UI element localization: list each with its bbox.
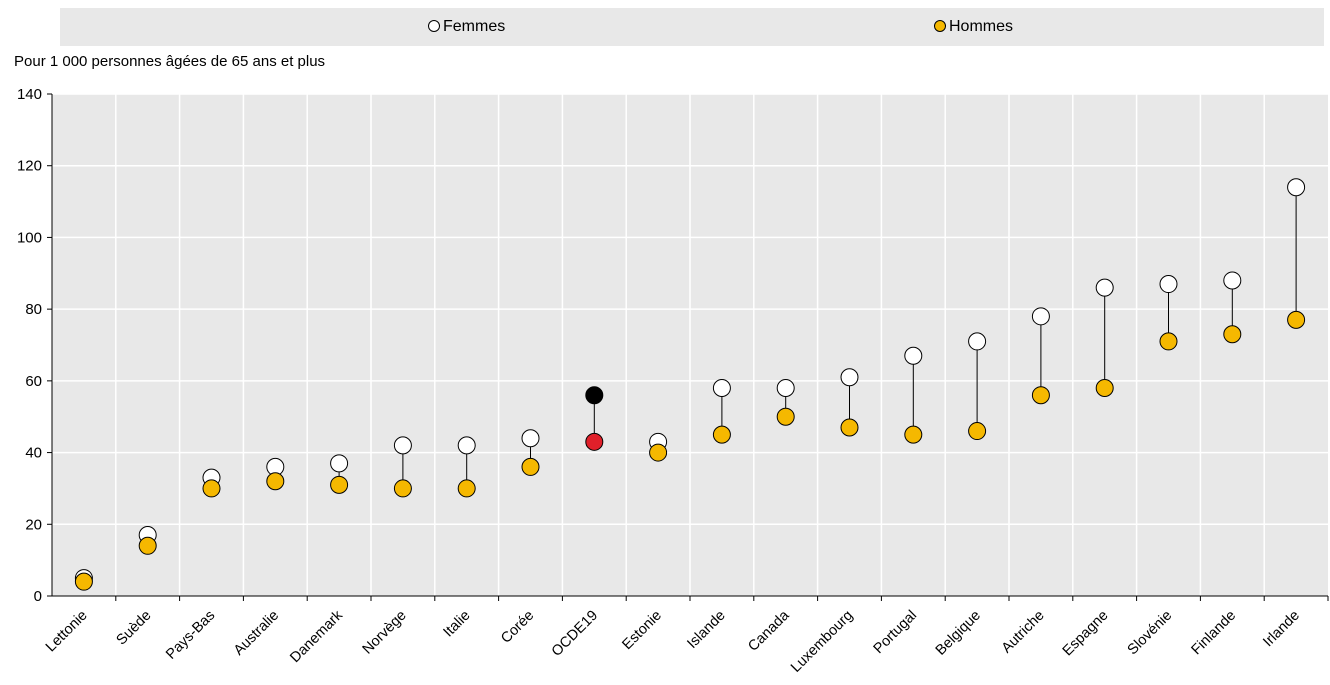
point-femmes [585, 386, 604, 405]
x-category-label: OCDE19 [549, 608, 601, 660]
x-category-label: Italie [441, 608, 474, 641]
point-hommes [1095, 379, 1114, 398]
x-category-label: Australie [231, 608, 282, 659]
y-unit-label: Pour 1 000 personnes âgées de 65 ans et … [14, 53, 326, 70]
point-femmes [904, 346, 923, 365]
point-femmes [457, 436, 476, 455]
y-tick-label: 100 [17, 229, 42, 246]
y-tick-label: 140 [17, 86, 42, 103]
point-hommes [840, 418, 859, 437]
point-hommes [904, 425, 923, 444]
point-femmes [1031, 307, 1050, 326]
point-femmes [776, 379, 795, 398]
point-hommes [266, 472, 285, 491]
point-femmes [393, 436, 412, 455]
point-hommes [968, 422, 987, 441]
point-hommes [202, 479, 221, 498]
x-category-label: Autriche [999, 608, 1048, 657]
point-hommes [1031, 386, 1050, 405]
legend-item-hommes: Hommes [934, 17, 1013, 37]
point-hommes [1159, 332, 1178, 351]
point-femmes [1159, 275, 1178, 294]
legend-item-femmes: Femmes [428, 17, 505, 37]
x-category-label: Corée [498, 608, 537, 647]
x-category-label: Portugal [871, 608, 921, 658]
point-hommes [521, 457, 540, 476]
y-tick-label: 120 [17, 158, 42, 175]
point-hommes [1287, 310, 1306, 329]
y-tick-label: 80 [25, 301, 42, 318]
point-femmes [968, 332, 987, 351]
point-femmes [521, 429, 540, 448]
x-category-label: Luxembourg [788, 608, 856, 676]
y-tick-label: 40 [25, 445, 42, 462]
x-category-label: Pays-Bas [163, 608, 218, 663]
x-category-label: Slovénie [1125, 608, 1176, 659]
x-category-label: Espagne [1060, 608, 1112, 660]
point-hommes [585, 432, 604, 451]
y-tick-label: 0 [34, 588, 42, 605]
point-hommes [712, 425, 731, 444]
legend: Femmes Hommes [60, 8, 1324, 46]
point-hommes [649, 443, 668, 462]
y-tick-label: 60 [25, 373, 42, 390]
x-category-label: Lettonie [43, 608, 91, 656]
point-hommes [393, 479, 412, 498]
point-femmes [840, 368, 859, 387]
point-femmes [1095, 278, 1114, 297]
legend-label-femmes: Femmes [443, 18, 506, 35]
point-femmes [712, 379, 731, 398]
point-hommes [1223, 325, 1242, 344]
legend-marker-hommes [934, 20, 946, 32]
x-category-label: Canada [745, 607, 793, 655]
point-hommes [457, 479, 476, 498]
x-category-label: Danemark [287, 607, 346, 666]
legend-label-hommes: Hommes [949, 18, 1014, 35]
point-femmes [1287, 178, 1306, 197]
x-category-label: Norvège [360, 608, 410, 658]
x-category-label: Belgique [933, 608, 984, 659]
y-tick-label: 20 [25, 516, 42, 533]
point-hommes [74, 572, 93, 591]
point-hommes [138, 536, 157, 555]
point-femmes [330, 454, 349, 473]
point-hommes [330, 475, 349, 494]
x-category-label: Suède [114, 608, 155, 649]
point-hommes [776, 407, 795, 426]
point-femmes [1223, 271, 1242, 290]
x-category-label: Islande [684, 608, 728, 652]
x-category-label: Finlande [1188, 608, 1239, 659]
legend-marker-femmes [428, 20, 440, 32]
x-category-label: Irlande [1260, 608, 1303, 651]
x-category-label: Estonie [619, 608, 665, 654]
